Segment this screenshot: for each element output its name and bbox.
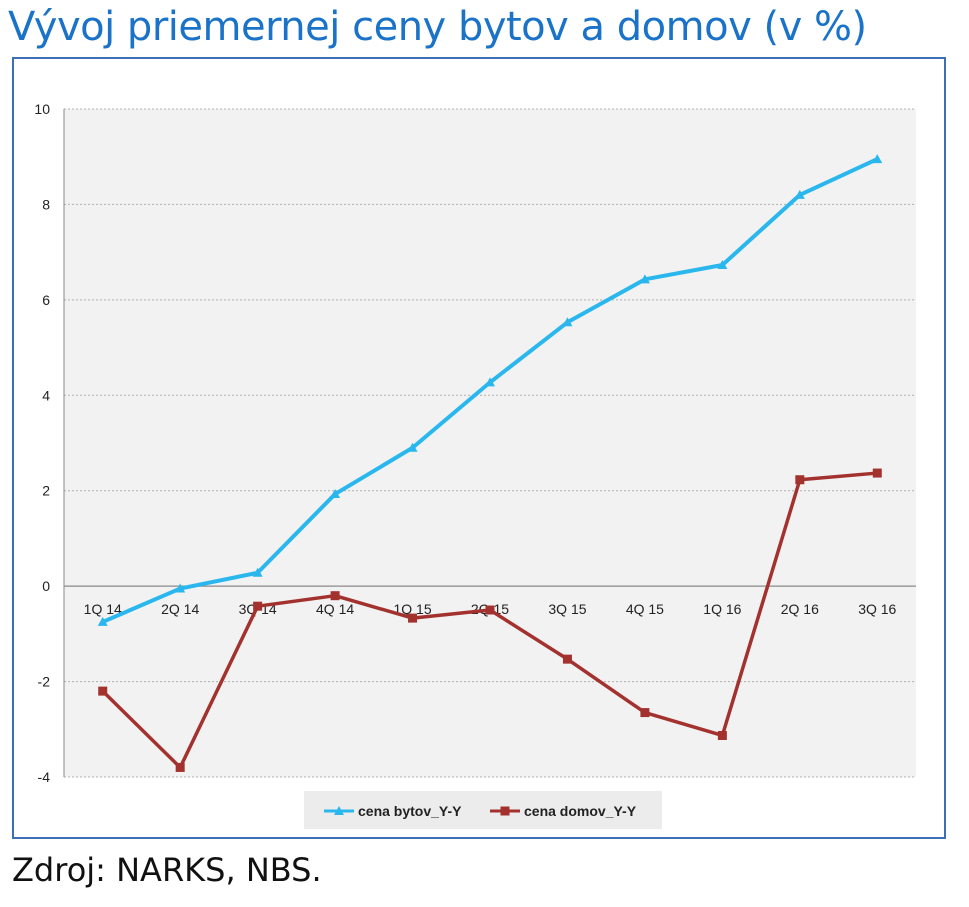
x-tick-label: 2Q 16 (781, 601, 819, 617)
y-tick-label: 4 (42, 387, 50, 403)
data-point-square (408, 613, 418, 623)
x-tick-label: 3Q 16 (858, 601, 896, 617)
x-tick-label: 4Q 15 (626, 601, 664, 617)
x-tick-label: 1Q 15 (393, 601, 431, 617)
data-point-square (330, 591, 340, 601)
y-tick-label: 2 (42, 483, 50, 499)
series-group (97, 154, 883, 772)
plot-area (64, 109, 916, 777)
chart-frame: -4 -2 0 2 4 6 8 10 1Q 14 2Q 14 3Q 14 4Q 14 1Q 15 2Q … (12, 57, 946, 839)
data-point-triangle (252, 567, 263, 577)
data-point-square (562, 654, 572, 664)
data-point-square (640, 708, 650, 718)
data-point-triangle (562, 317, 573, 327)
legend-label: cena bytov_Y-Y (358, 803, 462, 819)
data-point-triangle (717, 260, 728, 270)
legend: cena bytov_Y-Y cena domov_Y-Y (304, 791, 662, 829)
data-point-triangle (175, 583, 186, 593)
data-point-square (175, 762, 185, 772)
y-axis-ticks: -4 -2 0 2 4 6 8 10 (34, 101, 50, 785)
y-tick-label: -2 (38, 674, 51, 690)
data-point-triangle (794, 189, 805, 199)
data-point-triangle (639, 274, 650, 284)
y-tick-label: 8 (42, 196, 50, 212)
data-point-triangle (407, 442, 418, 452)
legend-marker (334, 806, 344, 815)
x-tick-label: 2Q 14 (161, 601, 199, 617)
data-point-square (872, 468, 882, 478)
x-tick-label: 1Q 16 (703, 601, 741, 617)
legend-box (304, 791, 662, 829)
legend-marker (500, 806, 510, 816)
x-tick-label: 4Q 14 (316, 601, 354, 617)
data-point-triangle (485, 377, 495, 387)
data-point-triangle (872, 154, 883, 164)
y-tick-label: 6 (42, 292, 50, 308)
gridlines (64, 108, 916, 778)
data-point-square (98, 686, 108, 696)
x-tick-label: 3Q 15 (548, 601, 586, 617)
data-point-square (795, 475, 805, 485)
legend-label: cena domov_Y-Y (524, 803, 637, 819)
y-tick-label: -4 (38, 769, 51, 785)
chart-title: Vývoj priemernej ceny bytov a domov (v %… (8, 4, 867, 50)
source-note: Zdroj: NARKS, NBS. (12, 851, 322, 889)
data-point-triangle (97, 616, 108, 626)
legend-items: cena bytov_Y-Y cena domov_Y-Y (324, 803, 637, 819)
data-point-square (485, 605, 495, 615)
x-tick-label: 1Q 14 (84, 601, 122, 617)
data-point-triangle (330, 489, 341, 499)
data-point-square (717, 730, 727, 740)
y-tick-label: 10 (34, 101, 50, 117)
data-point-square (253, 601, 263, 611)
y-tick-label: 0 (42, 578, 50, 594)
